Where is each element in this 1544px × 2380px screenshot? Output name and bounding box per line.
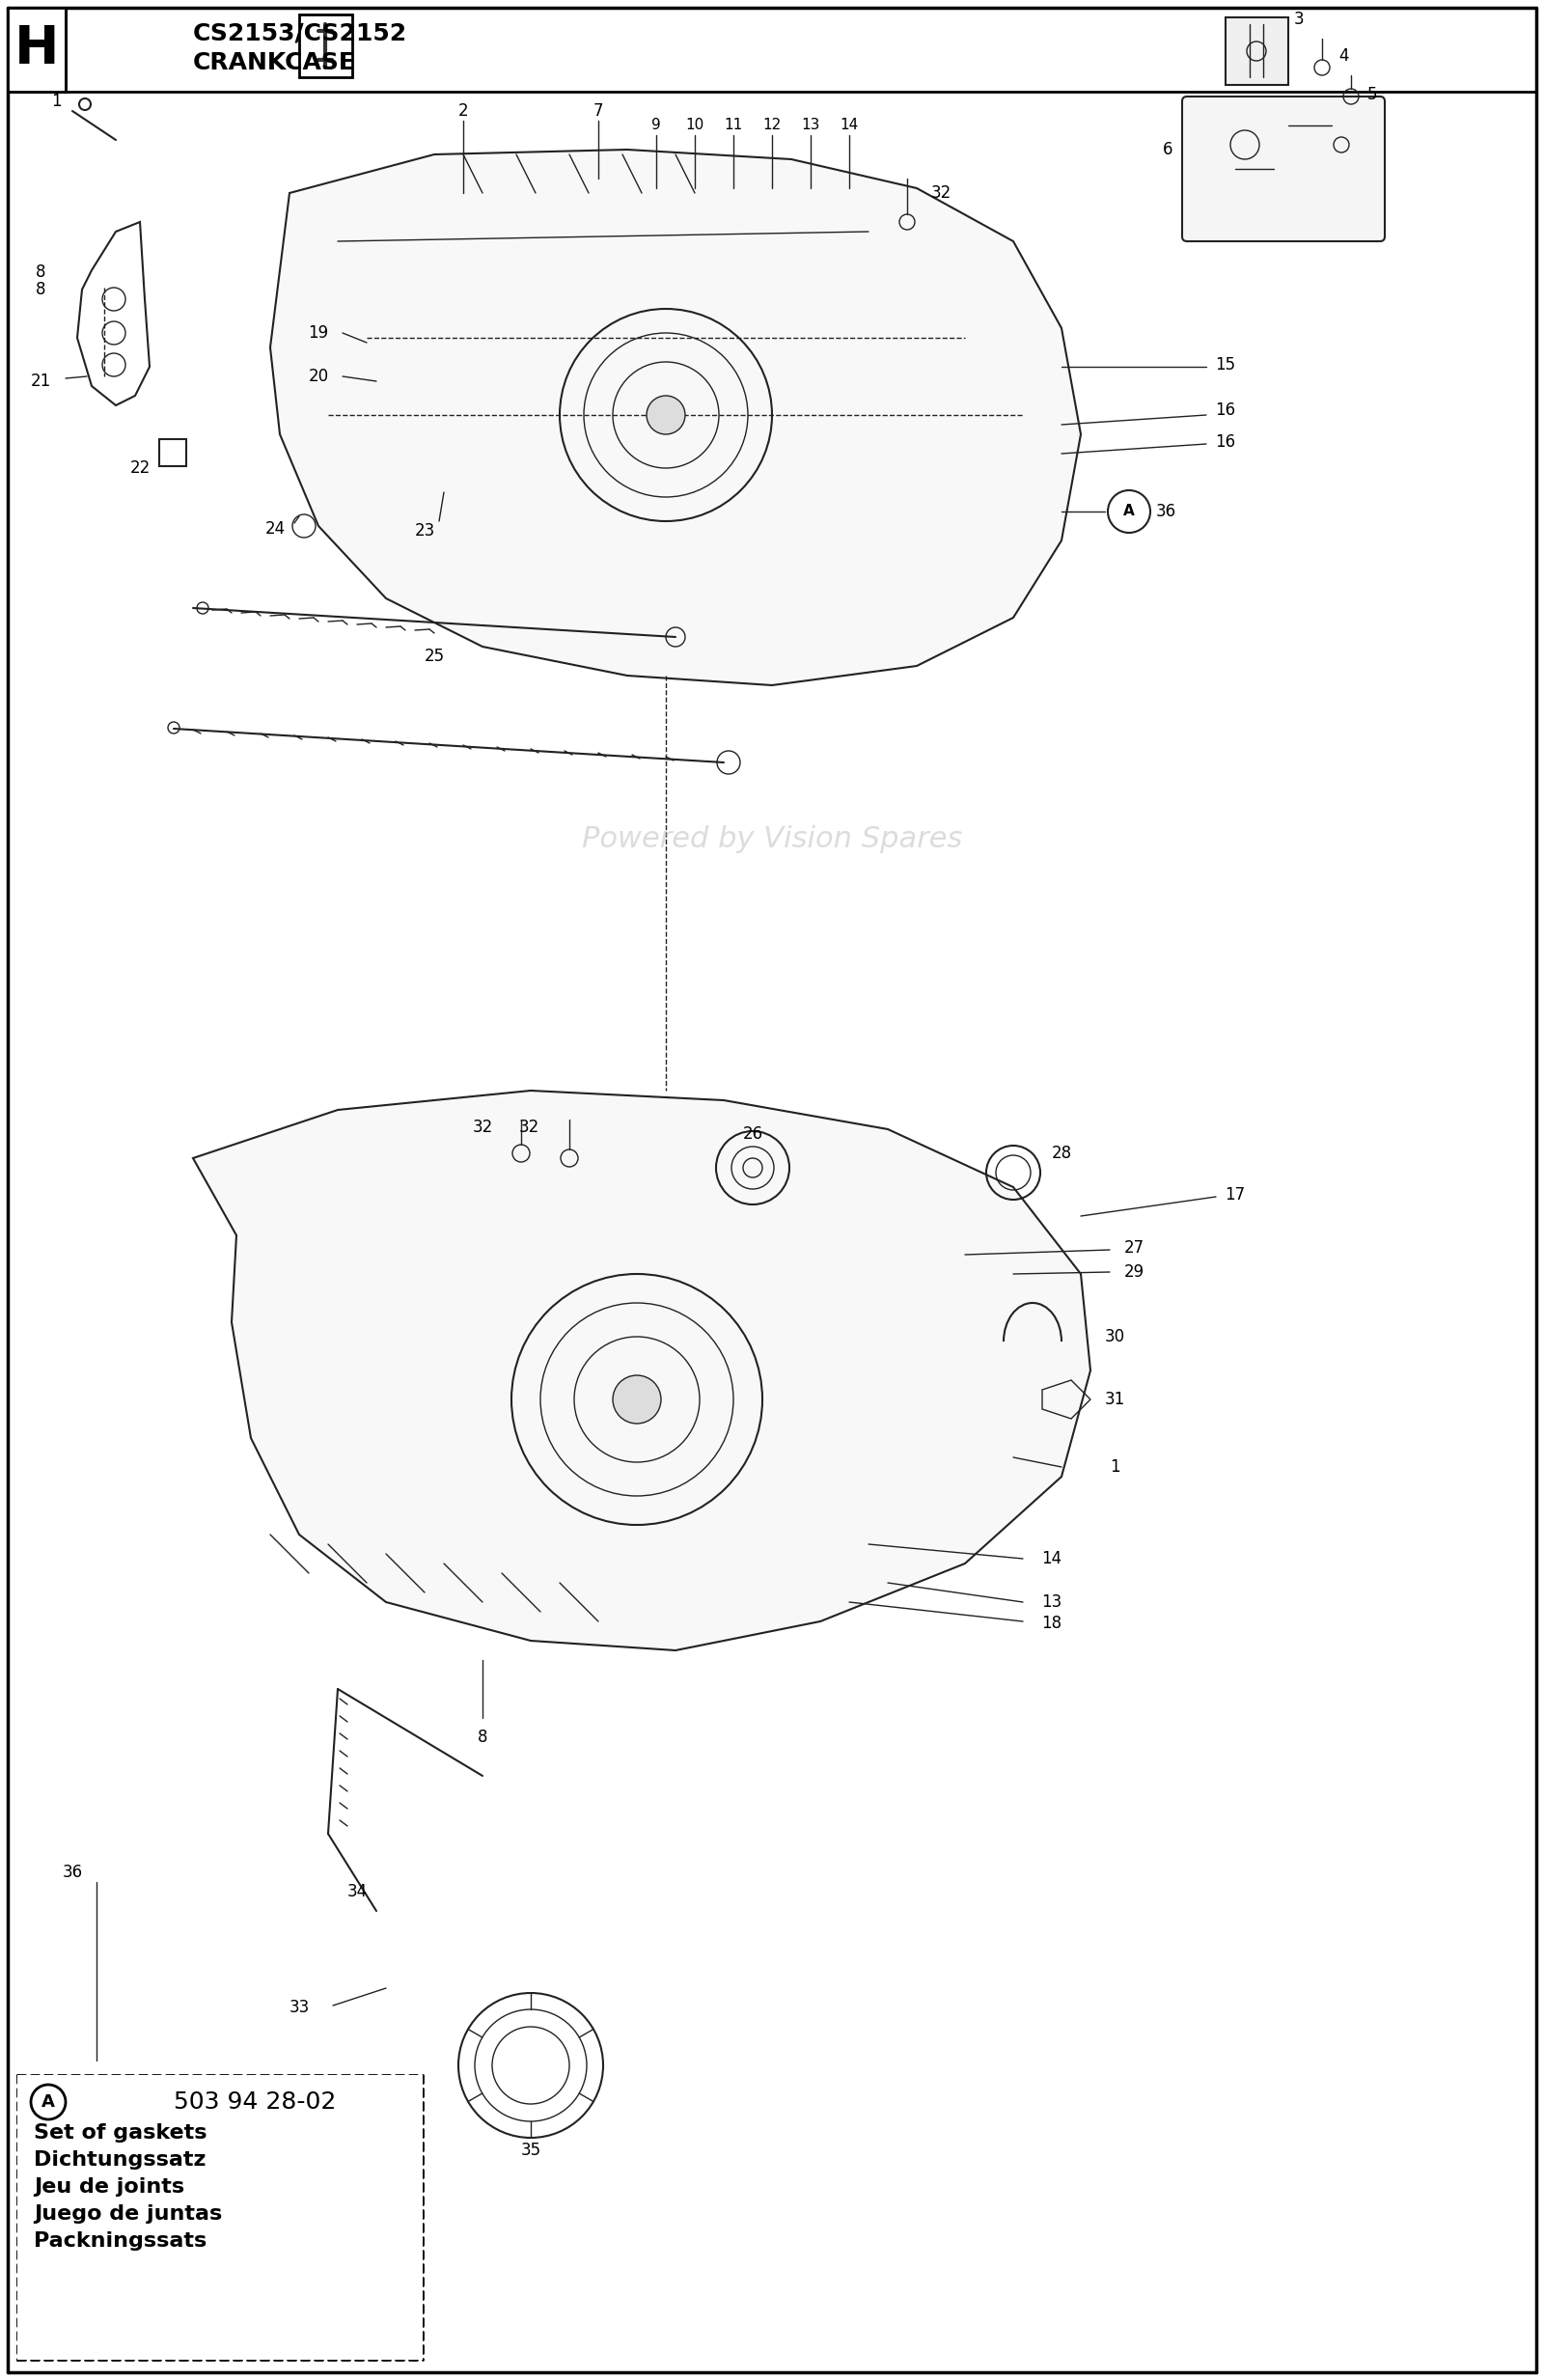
Text: 29: 29 [1124,1264,1144,1280]
Text: 33: 33 [289,1999,309,2016]
Text: 8: 8 [36,264,46,281]
Text: 3: 3 [1294,10,1305,29]
Text: 28: 28 [1051,1145,1072,1161]
Text: 21: 21 [31,374,51,390]
Text: 1: 1 [51,93,62,109]
Text: 24: 24 [266,521,286,538]
Text: A: A [1124,505,1135,519]
Text: CS2153/CS2152: CS2153/CS2152 [193,21,408,45]
Text: 36: 36 [62,1864,82,1880]
Bar [1226,17,1288,86]
FancyBboxPatch shape [1183,98,1385,240]
Text: 22: 22 [130,459,150,476]
Text: Jeu de joints: Jeu de joints [34,2178,184,2197]
Text: Juego de juntas: Juego de juntas [34,2204,222,2223]
Text: 6: 6 [1163,140,1173,159]
Text: Set of gaskets: Set of gaskets [34,2123,207,2142]
Text: 11: 11 [724,119,743,133]
Text: 9: 9 [652,119,661,133]
Text: 14: 14 [1042,1549,1062,1568]
Circle shape [613,1376,661,1423]
Polygon shape [270,150,1081,685]
Text: 32: 32 [519,1119,539,1135]
Text: 35: 35 [520,2142,540,2159]
Text: 4: 4 [1339,48,1348,64]
Text: 30: 30 [1104,1328,1124,1345]
Text: 27: 27 [1124,1240,1144,1257]
Text: 8: 8 [477,1728,488,1747]
Circle shape [647,395,686,433]
Bar [8,7,65,93]
Text: 32: 32 [931,183,951,202]
Text: 10: 10 [686,119,704,133]
Text: 14: 14 [840,119,858,133]
Text: A: A [42,2094,56,2111]
Text: 31: 31 [1104,1390,1126,1409]
Text: H: H [14,24,59,76]
Text: 34: 34 [347,1883,367,1899]
Text: 19: 19 [309,324,329,343]
Text: 12: 12 [763,119,781,133]
Text: 1: 1 [1110,1459,1119,1476]
Text: 32: 32 [472,1119,493,1135]
Text: Packningssats: Packningssats [34,2232,207,2251]
Text: 17: 17 [1224,1185,1246,1204]
Text: Powered by Vision Spares: Powered by Vision Spares [582,826,962,854]
Text: 503 94 28-02: 503 94 28-02 [173,2090,337,2113]
Text: 16: 16 [1215,433,1235,450]
Text: 13: 13 [801,119,820,133]
Text: 7: 7 [593,102,604,119]
Text: 25: 25 [425,647,445,664]
Bar [159,440,187,466]
Text: CRANKCASE: CRANKCASE [193,50,357,74]
Text: 23: 23 [414,521,435,540]
Text: 16: 16 [1215,402,1235,419]
Polygon shape [193,1090,1090,1649]
Text: Dichtungssatz: Dichtungssatz [34,2149,205,2171]
Text: 18: 18 [1042,1614,1062,1633]
Text: 15: 15 [1215,357,1235,374]
Text: 13: 13 [1042,1595,1062,1611]
FancyBboxPatch shape [17,2075,423,2359]
Text: 8: 8 [36,281,46,298]
Text: 36: 36 [1155,502,1177,521]
Text: 20: 20 [309,369,329,386]
Text: 5: 5 [1366,86,1377,102]
Bar [300,14,352,76]
Text: 2: 2 [459,102,468,119]
Text: 26: 26 [743,1126,763,1142]
